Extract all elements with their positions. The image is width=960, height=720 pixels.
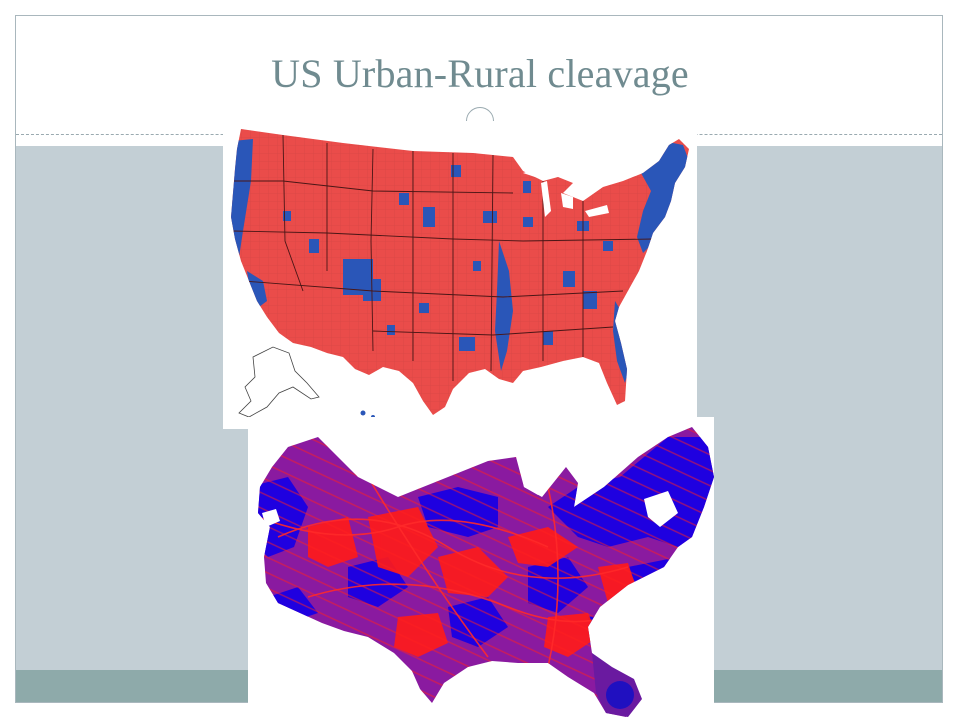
slide-title: US Urban-Rural cleavage: [271, 51, 689, 96]
cartogram-regions: [258, 427, 714, 717]
county-map-svg: [231, 129, 689, 424]
great-lakes: [523, 167, 609, 217]
state-boundaries: [231, 134, 654, 381]
cartogram-svg: [258, 427, 714, 717]
population-cartogram-map: [248, 417, 714, 720]
alaska-outline: [238, 346, 320, 418]
county-choropleth-map: [223, 121, 697, 429]
cartogram-lakes: [262, 457, 678, 527]
cartogram-tail: [592, 653, 642, 717]
